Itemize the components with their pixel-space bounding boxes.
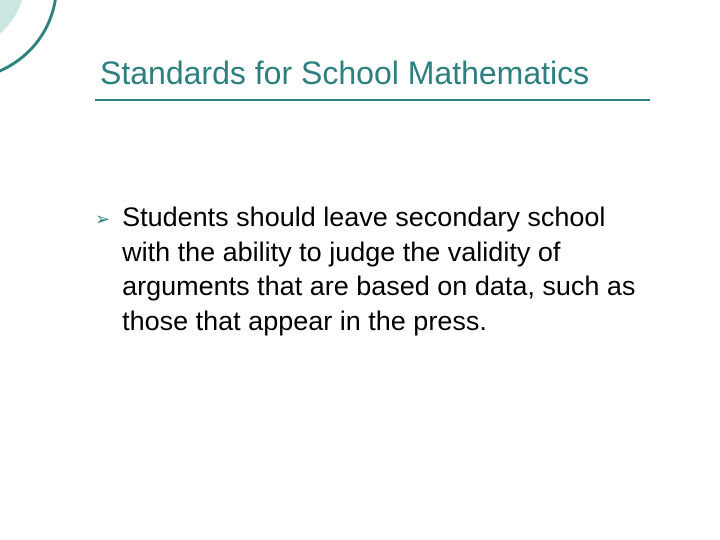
- slide: Standards for School Mathematics ➢ Stude…: [0, 0, 720, 540]
- slide-title: Standards for School Mathematics: [100, 55, 589, 92]
- corner-outer-ring: [0, 0, 58, 80]
- bullet-text: Students should leave secondary school w…: [122, 200, 655, 338]
- bullet-arrow-icon: ➢: [95, 210, 110, 228]
- bullet-row: ➢ Students should leave secondary school…: [95, 200, 655, 338]
- title-underline: [95, 99, 650, 101]
